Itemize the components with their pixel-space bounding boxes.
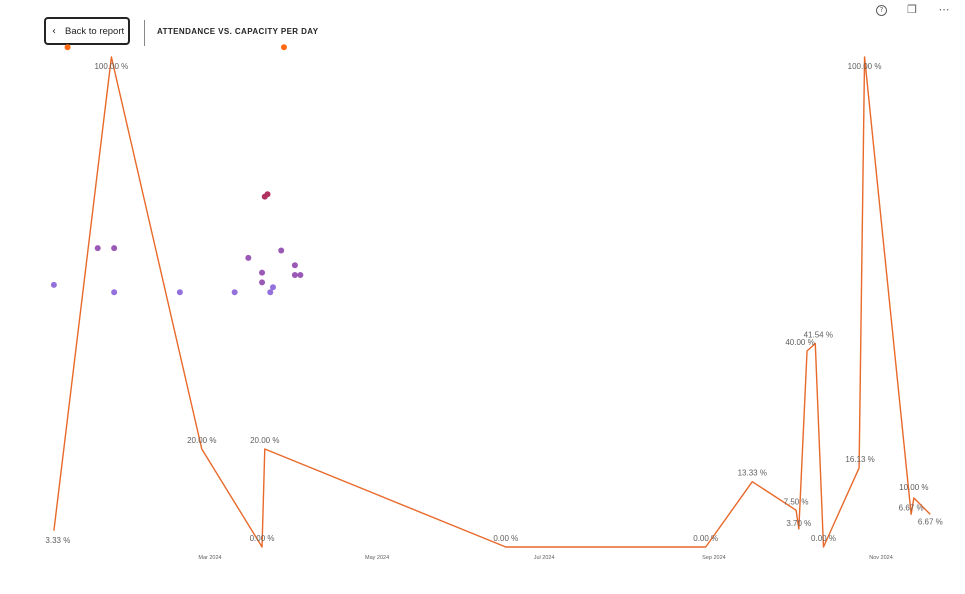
scatter-point — [264, 191, 271, 198]
data-label: 0.00 % — [493, 534, 518, 543]
data-label: 7.50 % — [784, 497, 809, 506]
scatter-point — [297, 272, 304, 279]
header-divider — [144, 20, 145, 46]
scatter-point — [245, 254, 252, 261]
data-label: 20.00 % — [187, 436, 216, 445]
scatter-point — [111, 289, 118, 296]
scatter-point — [259, 269, 266, 276]
data-label: 41.54 % — [804, 330, 833, 339]
scatter-point — [259, 279, 266, 286]
scatter-point — [291, 262, 298, 269]
scatter-point — [94, 245, 101, 252]
scatter-point — [231, 289, 238, 296]
data-label: 10.00 % — [899, 483, 928, 492]
scatter-point — [267, 289, 274, 296]
more-options-icon[interactable]: ⋯ — [938, 3, 950, 16]
data-label: 6.67 % — [918, 517, 943, 526]
toolbar: ? ❐ ⋯ — [876, 3, 951, 17]
data-label: 20.00 % — [250, 436, 279, 445]
x-tick-label: Sep 2024 — [702, 555, 726, 561]
attendance-line — [53, 56, 931, 548]
scatter-point — [278, 247, 285, 254]
scatter-point — [269, 284, 276, 291]
data-label: 100.00 % — [848, 62, 882, 71]
x-tick-label: Jul 2024 — [534, 555, 555, 561]
x-tick-label: Nov 2024 — [869, 555, 893, 561]
data-label: 16.13 % — [845, 455, 874, 464]
back-button-label: Back to report — [65, 25, 125, 37]
data-label: 0.00 % — [693, 534, 718, 543]
data-label: 0.00 % — [250, 534, 275, 543]
data-label: 100.00 % — [94, 62, 128, 71]
scatter-point — [280, 44, 287, 51]
page-title: ATTENDANCE VS. CAPACITY PER DAY — [157, 27, 319, 36]
copy-icon[interactable]: ❐ — [907, 3, 917, 16]
x-tick-label: Mar 2024 — [198, 555, 221, 561]
data-label: 3.70 % — [786, 519, 811, 528]
scatter-point — [64, 44, 71, 51]
data-label: 0.00 % — [811, 534, 836, 543]
help-icon[interactable]: ? — [876, 5, 887, 16]
chevron-left-icon: ‹ — [52, 25, 56, 37]
data-label: 40.00 % — [785, 338, 814, 347]
scatter-point — [50, 281, 57, 288]
scatter-point — [176, 289, 183, 296]
scatter-point — [291, 272, 298, 279]
data-label: 13.33 % — [738, 469, 767, 478]
x-tick-label: May 2024 — [365, 555, 389, 561]
data-label: 3.33 % — [45, 536, 70, 545]
scatter-point — [111, 245, 118, 252]
back-to-report-button[interactable]: ‹ Back to report — [44, 17, 130, 45]
data-label: 6.67 % — [899, 503, 924, 512]
